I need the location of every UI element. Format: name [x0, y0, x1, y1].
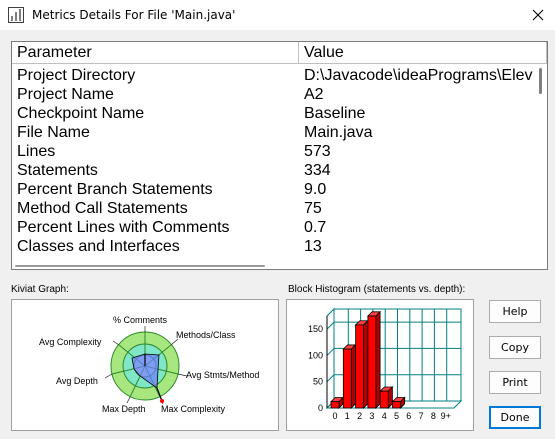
- parameter-cell: Project Directory: [17, 67, 136, 84]
- value-cell: Baseline: [304, 105, 366, 122]
- parameter-cell: Project Name: [17, 86, 114, 103]
- y-tick-label: 0: [318, 403, 323, 413]
- histogram-bar-side: [350, 343, 356, 409]
- value-cell: 0.7: [304, 219, 327, 236]
- table-row[interactable]: Project Directory D:\Javacode\ideaProgram…: [12, 66, 534, 85]
- print-button[interactable]: Print: [489, 371, 541, 394]
- parameter-cell: File Name: [17, 124, 90, 141]
- done-button[interactable]: Done: [489, 406, 541, 429]
- x-tick-label: 5: [394, 411, 399, 421]
- y-tick-label: 50: [313, 377, 323, 387]
- list-header: Parameter Value: [12, 42, 547, 64]
- histogram-bar: [354, 319, 369, 409]
- copy-button[interactable]: Copy: [489, 336, 541, 359]
- histogram-bar: [342, 343, 357, 409]
- table-row[interactable]: Percent Branch Statements 9.0: [12, 180, 534, 199]
- app-icon: [8, 7, 24, 23]
- histogram-bar-side: [387, 386, 393, 409]
- histogram-label: Block Histogram (statements vs. depth):: [288, 284, 466, 295]
- list-rows: Project Directory D:\Javacode\ideaProgram…: [12, 66, 534, 256]
- parameter-cell: Statements: [17, 162, 98, 179]
- kiviat-graph: % Comments Methods/Class Avg Stmts/Metho…: [11, 299, 279, 431]
- table-row[interactable]: Classes and Interfaces 13: [12, 237, 534, 256]
- histogram-bar-front: [355, 324, 364, 409]
- kiviat-axis-label: Max Depth: [102, 404, 146, 414]
- column-header-parameter[interactable]: Parameter: [12, 42, 299, 64]
- histogram-bar-front: [379, 390, 389, 409]
- histogram-grid-line: [326, 348, 335, 356]
- kiviat-plot: [104, 326, 188, 405]
- parameter-cell: Lines: [17, 143, 56, 160]
- close-icon: [532, 9, 543, 21]
- table-row[interactable]: Checkpoint Name Baseline: [12, 104, 534, 123]
- value-cell: 573: [304, 143, 331, 160]
- value-cell: 13: [304, 238, 322, 255]
- horizontal-scroll-thumb[interactable]: [15, 265, 265, 267]
- histogram-bar: [366, 310, 382, 409]
- value-cell: Main.java: [304, 124, 373, 141]
- x-tick-label: 6: [406, 411, 411, 421]
- x-tick-label: 2: [357, 411, 362, 421]
- column-header-value[interactable]: Value: [299, 42, 547, 64]
- horizontal-scrollbar[interactable]: [12, 261, 547, 269]
- histogram-bar: [379, 386, 394, 409]
- histogram-bar-front: [367, 315, 377, 409]
- close-button[interactable]: [520, 0, 555, 30]
- kiviat-label: Kiviat Graph:: [11, 284, 69, 295]
- value-cell: 334: [304, 162, 331, 179]
- x-tick-label: 3: [369, 411, 374, 421]
- table-row[interactable]: File Name Main.java: [12, 123, 534, 142]
- metrics-list[interactable]: Parameter Value Project Directory D:\Java…: [11, 41, 548, 270]
- value-cell: A2: [304, 86, 324, 103]
- value-cell: 75: [304, 200, 322, 217]
- histogram-bar-front: [330, 401, 340, 409]
- histogram-grid-line: [326, 321, 335, 330]
- x-tick-label: 7: [419, 411, 424, 421]
- table-row[interactable]: Lines 573: [12, 142, 534, 161]
- kiviat-axis-label: Avg Stmts/Method: [186, 370, 260, 380]
- window-title: Metrics Details For File 'Main.java': [32, 8, 236, 22]
- histogram-grid-line: [326, 374, 335, 383]
- vertical-scrollbar[interactable]: [534, 64, 547, 261]
- y-tick-label: 150: [308, 324, 323, 334]
- parameter-cell: Percent Branch Statements: [17, 181, 213, 198]
- kiviat-axis-label: Avg Complexity: [39, 337, 102, 347]
- y-tick-label: 100: [308, 350, 323, 360]
- table-row[interactable]: Percent Lines with Comments 0.7: [12, 218, 534, 237]
- parameter-cell: Percent Lines with Comments: [17, 219, 230, 236]
- kiviat-axis-label: % Comments: [113, 315, 168, 325]
- histogram-bar-front: [392, 401, 401, 409]
- x-tick-label: 1: [345, 411, 350, 421]
- title-bar: Metrics Details For File 'Main.java': [0, 0, 555, 30]
- histogram-bar-front: [342, 348, 352, 409]
- vertical-scroll-thumb[interactable]: [539, 68, 542, 94]
- table-row[interactable]: Method Call Statements 75: [12, 199, 534, 218]
- help-button[interactable]: Help: [489, 300, 541, 323]
- table-row[interactable]: Statements 334: [12, 161, 534, 180]
- parameter-cell: Method Call Statements: [17, 200, 188, 217]
- histogram-bar: [391, 396, 406, 409]
- x-tick-label: 0: [332, 411, 337, 421]
- kiviat-axis-label: Avg Depth: [56, 376, 98, 386]
- value-cell: 9.0: [304, 181, 327, 198]
- parameter-cell: Classes and Interfaces: [17, 238, 180, 255]
- value-cell: D:\Javacode\ideaPrograms\Elev: [304, 67, 533, 84]
- table-row[interactable]: Project Name A2: [12, 85, 534, 104]
- kiviat-axis-label: Methods/Class: [176, 330, 236, 340]
- histogram-bar-side: [363, 319, 369, 409]
- x-tick-label: 4: [382, 411, 387, 421]
- kiviat-axis-label: Max Complexity: [161, 404, 226, 414]
- x-tick-label: 9+: [441, 411, 451, 421]
- block-histogram: 0 50 100 150 0 1 2 3 4 5 6 7 8 9+: [286, 299, 474, 431]
- parameter-cell: Checkpoint Name: [17, 105, 145, 122]
- x-tick-label: 8: [431, 411, 436, 421]
- histogram-bar-side: [375, 310, 381, 409]
